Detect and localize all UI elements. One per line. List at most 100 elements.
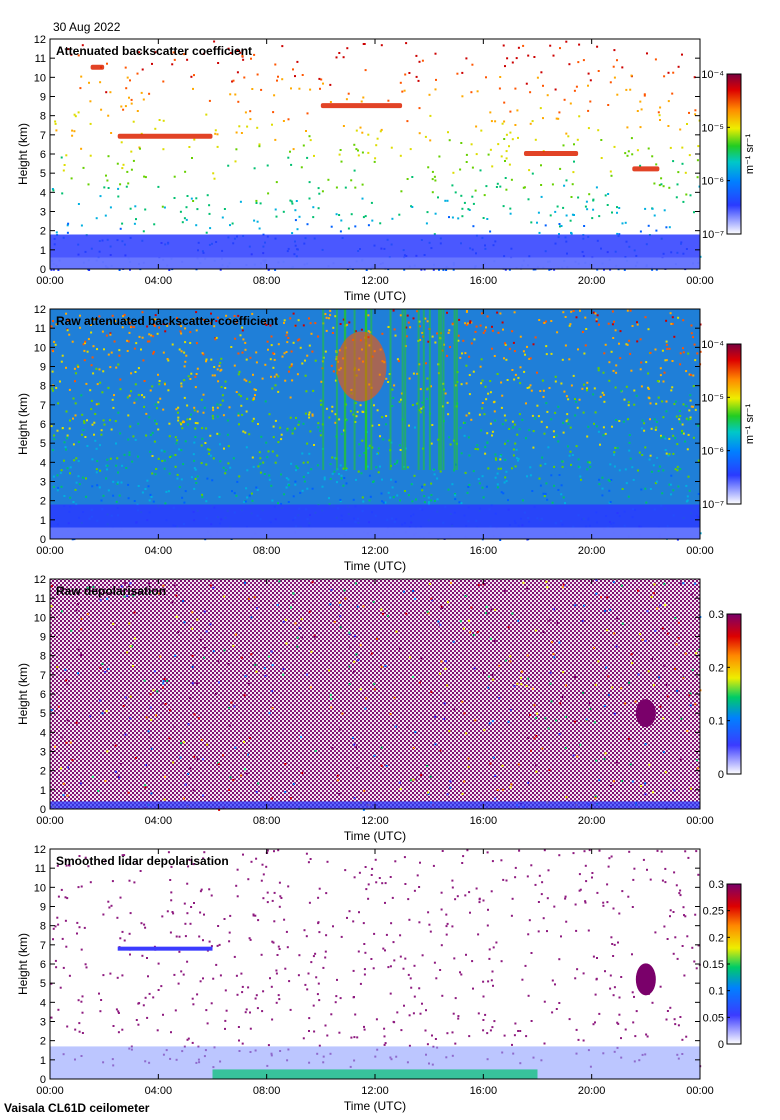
speckle [376, 137, 379, 140]
speckle [527, 781, 530, 784]
speckle [651, 1001, 654, 1004]
speckle [289, 1008, 292, 1011]
speckle [129, 953, 131, 956]
speckle [143, 175, 146, 178]
speckle [428, 923, 431, 926]
speckle [56, 489, 59, 492]
speckle [602, 434, 605, 437]
speckle [446, 793, 449, 796]
speckle [433, 500, 436, 502]
speckle [284, 763, 287, 765]
speckle [186, 912, 189, 915]
colorbar-gradient [726, 343, 742, 505]
speckle [412, 590, 415, 592]
speckle [482, 583, 485, 586]
speckle [137, 393, 140, 396]
speckle [93, 421, 96, 424]
speckle [270, 484, 273, 487]
speckle [173, 58, 176, 61]
speckle [129, 912, 132, 915]
speckle [513, 350, 516, 353]
speckle [235, 974, 238, 977]
speckle [91, 423, 94, 426]
speckle [692, 336, 694, 339]
speckle [335, 186, 338, 189]
speckle [565, 214, 568, 217]
speckle [484, 329, 487, 332]
speckle [681, 53, 683, 56]
speckle [241, 49, 244, 52]
speckle [275, 181, 278, 184]
speckle [177, 419, 180, 422]
speckle [598, 323, 600, 326]
speckle [670, 474, 673, 477]
speckle [212, 417, 215, 420]
speckle [358, 443, 361, 446]
speckle [194, 468, 197, 471]
speckle [513, 311, 516, 314]
speckle [209, 584, 212, 587]
speckle [121, 167, 124, 170]
speckle [591, 217, 594, 220]
speckle [644, 639, 647, 642]
speckle [582, 972, 585, 975]
speckle [674, 936, 677, 939]
speckle [134, 205, 137, 208]
speckle [584, 900, 587, 903]
speckle [607, 104, 610, 106]
speckle [563, 184, 566, 187]
speckle [79, 326, 81, 329]
speckle [651, 658, 653, 660]
speckle [409, 656, 411, 659]
speckle [308, 1017, 311, 1020]
speckle [689, 418, 692, 420]
speckle [466, 310, 468, 312]
speckle [439, 623, 442, 626]
speckle [659, 374, 662, 377]
speckle [191, 1041, 194, 1044]
speckle [477, 933, 480, 936]
speckle [308, 411, 311, 414]
speckle [606, 596, 609, 599]
speckle [282, 668, 285, 671]
speckle [286, 946, 289, 949]
speckle [664, 604, 667, 607]
speckle [392, 397, 395, 399]
speckle [694, 113, 697, 116]
speckle [394, 860, 397, 863]
speckle [458, 501, 461, 504]
speckle [484, 1013, 487, 1016]
speckle [499, 76, 502, 78]
speckle [235, 884, 238, 887]
speckle [663, 209, 666, 212]
speckle [611, 323, 614, 326]
speckle [596, 45, 599, 48]
speckle [491, 165, 494, 168]
speckle [241, 991, 244, 994]
speckle [178, 323, 181, 326]
speckle [205, 113, 208, 116]
speckle [581, 620, 584, 622]
speckle [468, 355, 471, 358]
speckle [476, 90, 479, 93]
speckle [557, 489, 560, 491]
speckle [558, 111, 561, 114]
speckle [451, 886, 454, 889]
speckle [384, 949, 386, 952]
speckle [190, 413, 192, 416]
speckle [430, 482, 433, 485]
speckle [127, 340, 130, 343]
speckle [283, 321, 285, 324]
speckle [549, 682, 552, 685]
speckle [325, 329, 328, 332]
speckle [52, 485, 55, 488]
speckle [539, 464, 542, 467]
speckle [200, 398, 203, 401]
speckle [656, 480, 658, 483]
x-tick-label: 04:00 [145, 275, 173, 287]
speckle [669, 483, 672, 486]
speckle [326, 860, 329, 863]
speckle [545, 345, 548, 348]
speckle [477, 478, 480, 480]
speckle [259, 462, 262, 465]
